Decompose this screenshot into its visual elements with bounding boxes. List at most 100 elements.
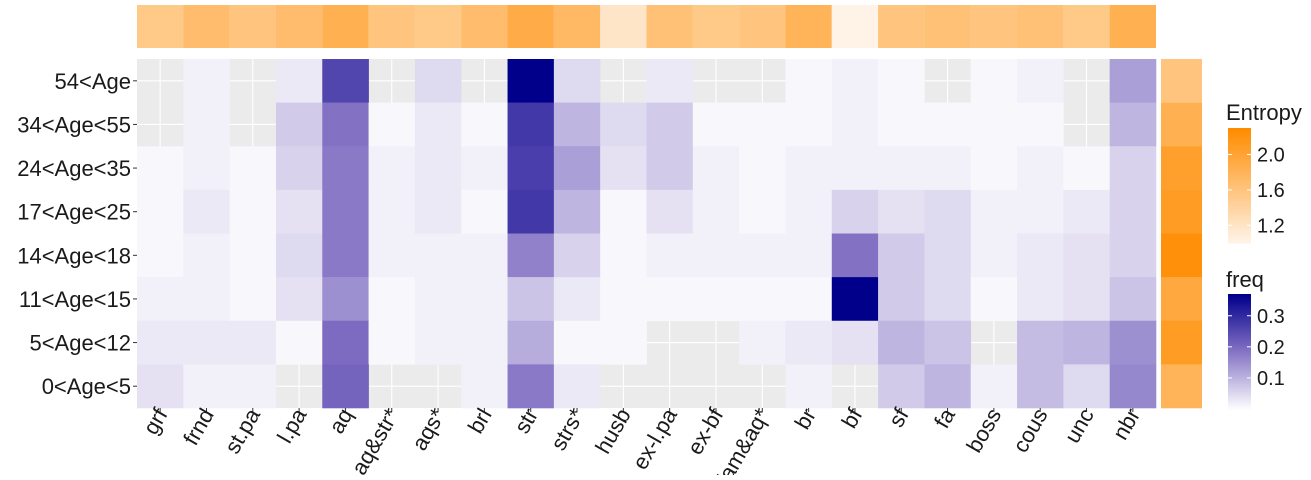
entropy-top-cell	[878, 5, 925, 48]
legend-gradient-step	[1228, 305, 1251, 309]
heatmap-cell	[970, 277, 1018, 322]
entropy-top-cell	[507, 5, 554, 48]
legend-gradient-step	[1228, 237, 1251, 240]
heatmap-cell	[275, 233, 323, 278]
heatmap-cell	[831, 320, 879, 365]
entropy-top-cell	[739, 5, 786, 48]
legend-gradient-step	[1228, 235, 1251, 238]
heatmap-cell	[1017, 277, 1064, 322]
heatmap-cell	[322, 59, 369, 103]
heatmap-cell	[831, 59, 879, 103]
y-tick-label: 5<Age<12	[29, 331, 131, 356]
legend-gradient-step	[1228, 359, 1251, 362]
legend-gradient-step	[1228, 309, 1251, 312]
entropy-right-cell	[1161, 320, 1202, 365]
heatmap-cell	[1109, 277, 1157, 322]
x-tick-label: l.pa	[272, 403, 312, 447]
legend-gradient-step	[1228, 389, 1251, 393]
y-tick-label: 14<Age<18	[17, 243, 131, 268]
entropy-top-cell	[970, 5, 1018, 48]
entropy-top-strip	[137, 5, 1156, 48]
heatmap-cell	[137, 233, 184, 278]
entropy-top-cell	[553, 5, 601, 48]
legend-gradient-step	[1228, 315, 1251, 318]
legend-gradient-step	[1228, 216, 1251, 219]
legend-gradient-step	[1228, 128, 1251, 131]
heatmap-cell	[553, 364, 601, 409]
legend-gradient-step	[1228, 174, 1251, 177]
heatmap-cell	[229, 277, 277, 322]
entropy-right-cell	[1161, 102, 1202, 147]
legend-gradient-step	[1228, 208, 1251, 212]
legend-gradient-step	[1228, 364, 1251, 368]
heatmap-cell	[831, 277, 879, 322]
legend-gradient-step	[1228, 135, 1251, 139]
legend-gradient-step	[1228, 151, 1251, 154]
heatmap-cell	[878, 233, 925, 278]
legend-gradient-step	[1228, 185, 1251, 189]
legend-gradient-step	[1228, 386, 1251, 389]
heatmap-cell	[507, 102, 555, 147]
entropy-top-cell	[1017, 5, 1064, 48]
heatmap-cell	[739, 146, 786, 191]
legend-gradient-step	[1228, 166, 1251, 169]
entropy-top-cell	[1109, 5, 1156, 48]
legend-gradient-step	[1228, 177, 1251, 181]
entropy-top-cell	[924, 5, 971, 48]
legend-tick-label: 0.3	[1257, 306, 1285, 328]
entropy-top-cell	[600, 5, 647, 48]
y-tick-label: 11<Age<15	[19, 287, 131, 312]
heatmap-cell	[878, 364, 925, 409]
heatmap-cell	[183, 320, 230, 365]
heatmap-cell	[646, 277, 694, 322]
entropy-right-cell	[1161, 59, 1202, 103]
heatmap-cell	[970, 189, 1018, 234]
heatmap-cell	[831, 189, 879, 234]
x-tick-label: strs*	[546, 404, 590, 455]
legend-gradient-step	[1228, 198, 1251, 202]
heatmap-cell	[785, 59, 833, 103]
legend-gradient-step	[1228, 403, 1251, 406]
legend-gradient-step	[1228, 189, 1251, 192]
heatmap-cell	[646, 189, 694, 234]
heatmap-cell	[970, 146, 1018, 191]
heatmap-cell	[1017, 102, 1064, 147]
heatmap-cell	[137, 146, 184, 191]
entropy-top-cell	[785, 5, 832, 48]
heatmap-cell	[970, 233, 1018, 278]
legend-gradient-step	[1228, 378, 1251, 381]
heatmap-cell	[368, 320, 416, 365]
heatmap-cell	[1109, 189, 1157, 234]
legend-gradient-step	[1228, 143, 1251, 146]
x-tick-label: aqs*	[407, 404, 451, 455]
legend-gradient-step	[1228, 376, 1251, 379]
heatmap-cell	[368, 102, 416, 147]
legend-gradient-step	[1228, 318, 1251, 322]
heatmap-cell	[461, 146, 508, 191]
heatmap-cell	[831, 233, 879, 278]
heatmap-cell	[1063, 189, 1110, 234]
heatmap-cell	[183, 59, 230, 103]
legend-gradient-step	[1228, 303, 1251, 307]
heatmap-cell	[646, 59, 694, 103]
legend-gradient-step	[1228, 340, 1251, 343]
legend-tick-label: 1.6	[1257, 180, 1285, 202]
legend-gradient-step	[1228, 380, 1251, 383]
legend-gradient-step	[1228, 193, 1251, 196]
legend-gradient-step	[1228, 191, 1251, 194]
freq-legend: freq 0.1 0.2 0.3	[1226, 267, 1285, 410]
legend-gradient-step	[1228, 179, 1251, 183]
legend-gradient-step	[1228, 407, 1251, 410]
heatmap-cell	[322, 277, 369, 322]
heatmap-cell	[1017, 146, 1064, 191]
heatmap-cell	[183, 364, 230, 409]
x-tick-label: husb	[590, 404, 636, 458]
legend-gradient-step	[1228, 239, 1251, 242]
heatmap-cell	[878, 102, 925, 147]
heatmap-cell	[924, 189, 972, 234]
legend-gradient-step	[1228, 147, 1251, 150]
legend-gradient-step	[1228, 160, 1251, 164]
heatmap-cell	[1109, 233, 1157, 278]
heatmap-cell	[1109, 59, 1157, 103]
heatmap-cell	[275, 277, 323, 322]
